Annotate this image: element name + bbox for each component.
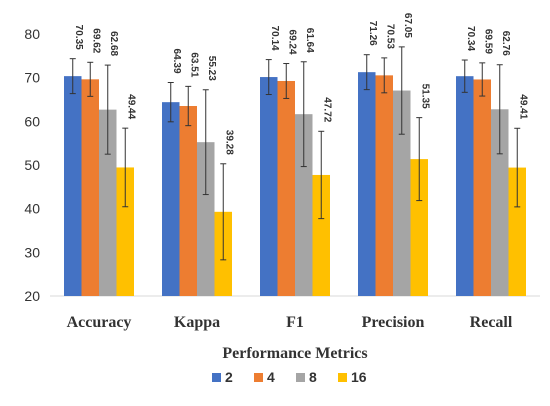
data-label: 64.39: [171, 49, 182, 74]
y-tick-label: 70: [24, 70, 40, 86]
data-label: 49.44: [125, 94, 136, 119]
legend-swatch: [212, 373, 221, 382]
data-label: 63.51: [188, 52, 199, 77]
legend-label: 16: [351, 369, 367, 385]
y-tick-label: 40: [24, 201, 40, 217]
bar: [491, 109, 509, 296]
data-label: 70.53: [384, 24, 395, 49]
data-label: 47.72: [321, 97, 332, 122]
data-label: 69.59: [482, 29, 493, 54]
bar: [295, 114, 313, 296]
bar-group: 64.39 63.51 55.23 39.28: [162, 49, 234, 296]
data-label: 70.35: [73, 25, 84, 50]
legend-swatch: [296, 373, 305, 382]
legend-label: 2: [225, 369, 233, 385]
bar: [197, 142, 215, 296]
bar: [312, 174, 330, 296]
data-label: 49.41: [517, 94, 528, 119]
bar: [116, 167, 134, 296]
bar: [179, 106, 197, 296]
bar: [375, 75, 393, 297]
bar-group: 70.34 69.59 62.76 49.41: [456, 26, 528, 296]
bar: [358, 72, 376, 296]
category-label: Accuracy: [67, 314, 132, 331]
data-label: 61.64: [304, 28, 315, 53]
data-label: 62.68: [108, 31, 119, 56]
bar: [456, 76, 474, 296]
category-label: F1: [286, 314, 304, 331]
bar: [64, 76, 82, 296]
data-label: 70.14: [269, 26, 280, 51]
data-label: 51.35: [419, 84, 430, 109]
bar-group: 70.35 69.62 62.68 49.44: [64, 25, 136, 297]
category-label: Precision: [362, 314, 425, 331]
legend-item: 16: [338, 369, 367, 385]
x-axis-title: Performance Metrics: [222, 345, 367, 362]
legend-label: 4: [267, 369, 275, 385]
legend-swatch: [338, 373, 347, 382]
bar-groups: 70.35 69.62 62.68 49.44 64.39 63.51 55.23 39.28…: [64, 13, 528, 297]
y-axis-ticks: 20 30 40 50 60 70 80: [24, 26, 40, 304]
category-label: Recall: [470, 314, 513, 331]
data-label: 69.62: [90, 28, 101, 53]
bar: [99, 109, 117, 296]
bar-group: 70.14 69.24 61.64 47.72: [260, 26, 332, 297]
data-label: 69.24: [286, 30, 297, 55]
data-label: 67.05: [402, 13, 413, 38]
bar: [277, 80, 295, 296]
data-label: 39.28: [223, 130, 234, 155]
data-label: 55.23: [206, 56, 217, 81]
bar-group: 71.26 70.53 67.05 51.35: [358, 13, 430, 297]
y-tick-label: 80: [24, 26, 40, 42]
legend-item: 8: [296, 369, 317, 385]
bar: [393, 90, 411, 296]
y-tick-label: 30: [24, 244, 40, 260]
legend-label: 8: [309, 369, 317, 385]
bar: [508, 167, 526, 296]
y-tick-label: 20: [24, 288, 40, 304]
legend-item: 4: [254, 369, 275, 385]
bar: [162, 102, 180, 296]
data-label: 70.34: [465, 26, 476, 51]
category-label: Kappa: [174, 314, 220, 331]
legend-swatch: [254, 373, 263, 382]
legend: 2 4 8 16: [212, 369, 367, 385]
data-label: 71.26: [367, 21, 378, 46]
legend-item: 2: [212, 369, 233, 385]
y-tick-label: 60: [24, 113, 40, 129]
category-labels: Accuracy Kappa F1 Precision Recall: [67, 314, 513, 331]
y-tick-label: 50: [24, 157, 40, 173]
bar: [473, 79, 491, 296]
data-label: 62.76: [500, 31, 511, 56]
bar: [81, 79, 99, 297]
bar: [410, 159, 428, 296]
bar: [260, 77, 278, 297]
